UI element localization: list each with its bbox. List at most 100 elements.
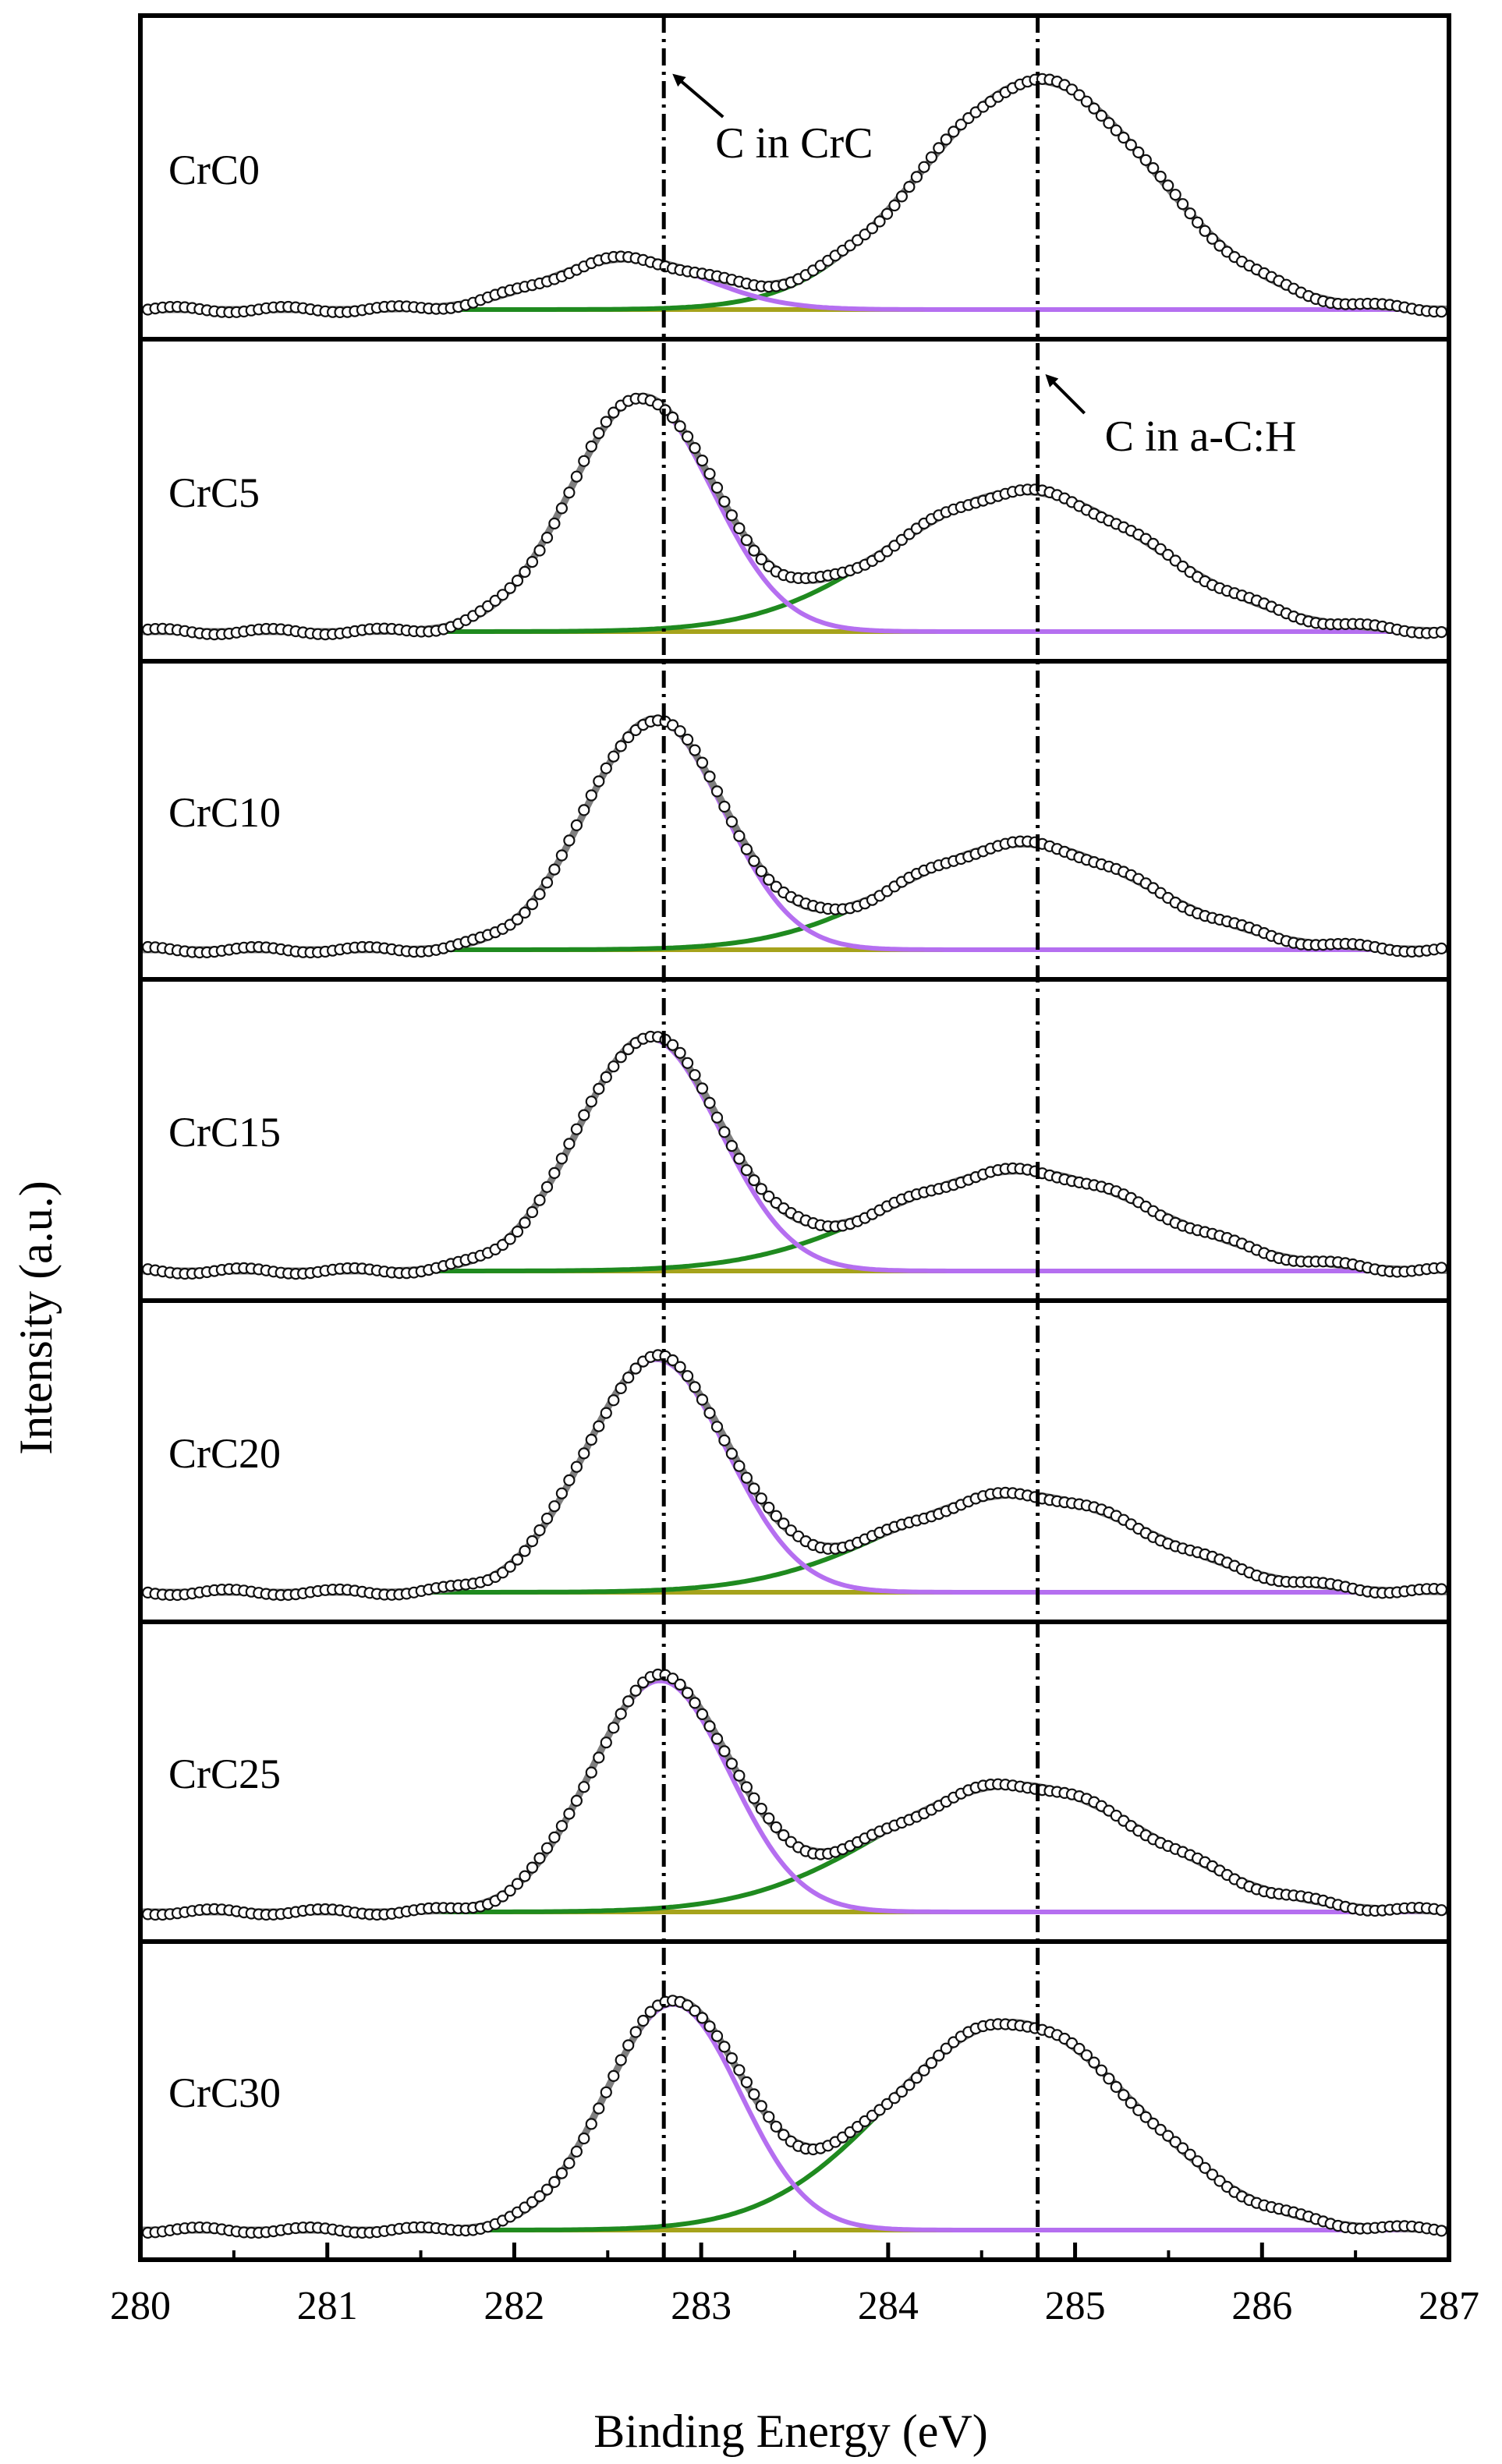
data-point bbox=[681, 1370, 694, 1382]
data-point bbox=[733, 2064, 746, 2076]
data-point bbox=[910, 2072, 923, 2084]
data-point bbox=[548, 517, 561, 530]
data-point bbox=[1206, 2168, 1219, 2181]
data-point bbox=[1095, 2064, 1108, 2076]
data-point bbox=[755, 2100, 767, 2112]
data-point bbox=[1199, 225, 1211, 237]
data-point bbox=[519, 906, 531, 919]
data-point bbox=[548, 1167, 561, 1180]
data-point bbox=[740, 1471, 753, 1484]
data-point bbox=[748, 855, 760, 867]
data-point bbox=[600, 2086, 612, 2098]
data-point bbox=[570, 1794, 583, 1807]
data-point bbox=[1162, 2129, 1174, 2142]
data-point bbox=[696, 1393, 709, 1406]
data-point bbox=[622, 2039, 635, 2052]
envelope-line bbox=[140, 715, 1450, 954]
data-point bbox=[540, 531, 554, 544]
data-point bbox=[910, 171, 923, 183]
data-point bbox=[778, 2129, 790, 2141]
arrow-crc bbox=[672, 73, 724, 119]
data-point bbox=[689, 1069, 701, 1082]
data-point bbox=[622, 731, 635, 744]
data-point bbox=[725, 509, 739, 522]
data-point bbox=[593, 1751, 605, 1764]
data-point bbox=[540, 1181, 554, 1193]
data-point bbox=[718, 2041, 731, 2053]
data-point bbox=[681, 1057, 694, 1069]
data-point bbox=[563, 1474, 576, 1487]
data-point bbox=[1184, 207, 1196, 220]
annotations: C in CrC C in a-C:H bbox=[672, 73, 1296, 461]
data-point bbox=[703, 468, 716, 480]
data-point bbox=[748, 1792, 760, 1804]
data-point bbox=[1435, 625, 1448, 639]
data-point bbox=[1154, 2123, 1167, 2136]
data-point bbox=[755, 1183, 767, 1195]
panel-frame bbox=[138, 1939, 1451, 2262]
data-point bbox=[615, 2054, 627, 2066]
data-point bbox=[578, 804, 590, 816]
data-point bbox=[585, 1766, 597, 1779]
data-point bbox=[593, 1420, 605, 1432]
data-point bbox=[593, 427, 605, 440]
data-point bbox=[666, 1039, 679, 1051]
data-point bbox=[563, 1807, 576, 1820]
data-point bbox=[585, 2118, 597, 2130]
data-point bbox=[533, 1852, 546, 1864]
data-point bbox=[770, 2120, 782, 2133]
data-point bbox=[733, 830, 746, 842]
data-point bbox=[585, 1433, 597, 1446]
data-point bbox=[504, 1885, 516, 1897]
data-point bbox=[1125, 2097, 1137, 2109]
data-point bbox=[748, 544, 760, 557]
data-point bbox=[1435, 942, 1448, 955]
reference-lines bbox=[661, 16, 1040, 2260]
data-point bbox=[681, 1687, 694, 1699]
data-point bbox=[593, 775, 605, 788]
data-point bbox=[859, 228, 871, 241]
panel-crc30: CrC30 bbox=[138, 1939, 1451, 2262]
data-point bbox=[1176, 2142, 1189, 2154]
data-point bbox=[629, 1684, 642, 1697]
data-point bbox=[1118, 131, 1130, 144]
data-point bbox=[1435, 306, 1448, 318]
data-point bbox=[533, 888, 546, 901]
data-point bbox=[1169, 2136, 1181, 2148]
data-point bbox=[748, 2088, 760, 2101]
data-point bbox=[895, 190, 909, 203]
data-point bbox=[725, 1447, 739, 1460]
panel-crc10: CrC10 bbox=[138, 659, 1451, 982]
data-point bbox=[548, 1831, 561, 1843]
data-point bbox=[689, 744, 701, 756]
data-point bbox=[629, 2026, 642, 2038]
data-point bbox=[710, 1733, 724, 1745]
data-point bbox=[563, 2157, 576, 2169]
data-point bbox=[666, 1354, 679, 1367]
panel-crc20: CrC20 bbox=[138, 1298, 1451, 1624]
data-point bbox=[689, 2005, 701, 2017]
data-point bbox=[873, 215, 886, 228]
data-point bbox=[696, 756, 709, 769]
data-point bbox=[511, 1878, 524, 1890]
data-point bbox=[733, 522, 746, 535]
data-point bbox=[763, 1501, 775, 1514]
data-point bbox=[725, 816, 739, 828]
annotation-crc: C in CrC bbox=[715, 119, 873, 168]
data-point bbox=[593, 2102, 605, 2115]
data-point bbox=[1191, 216, 1204, 228]
data-point bbox=[681, 430, 694, 443]
data-point bbox=[496, 589, 509, 601]
data-point bbox=[725, 1139, 739, 1152]
data-point bbox=[696, 1708, 709, 1720]
data-point bbox=[903, 181, 916, 193]
data-point bbox=[1110, 2080, 1122, 2093]
data-point bbox=[533, 1524, 546, 1537]
data-point bbox=[504, 1560, 516, 1573]
data-point bbox=[933, 2049, 945, 2062]
envelope-line bbox=[140, 1032, 1449, 1275]
data-point bbox=[689, 1697, 701, 1709]
data-point bbox=[755, 1803, 767, 1815]
data-point bbox=[740, 1781, 753, 1793]
data-point bbox=[888, 2092, 901, 2105]
